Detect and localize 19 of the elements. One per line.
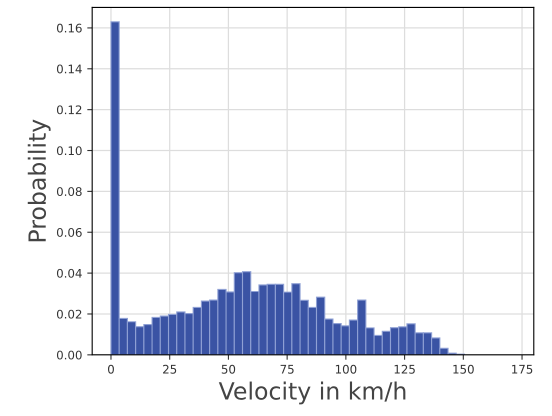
- y-tick-label: 0.04: [56, 268, 82, 278]
- y-tick-label: 0.00: [56, 350, 82, 360]
- x-tick-label: 150: [453, 364, 474, 374]
- x-tick-label: 175: [512, 364, 532, 374]
- y-tick-label: 0.16: [56, 24, 82, 33]
- y-tick-label: 0.06: [56, 228, 82, 237]
- x-tick-label: 125: [394, 364, 415, 374]
- y-tick-label: 0.08: [56, 187, 82, 196]
- x-axis-title: Velocity in km/h: [218, 382, 406, 404]
- y-tick-label: 0.02: [56, 310, 82, 319]
- x-tick-label: 0: [108, 364, 114, 374]
- y-tick-label: 0.14: [56, 64, 82, 74]
- x-tick-label: 100: [336, 364, 356, 374]
- y-tick-label: 0.10: [56, 146, 82, 156]
- y-axis-title: Probability: [28, 119, 51, 242]
- x-tick-label: 50: [222, 364, 236, 374]
- x-tick-label: 25: [163, 364, 176, 374]
- x-tick-label: 75: [280, 364, 294, 374]
- y-tick-label: 0.12: [56, 105, 82, 114]
